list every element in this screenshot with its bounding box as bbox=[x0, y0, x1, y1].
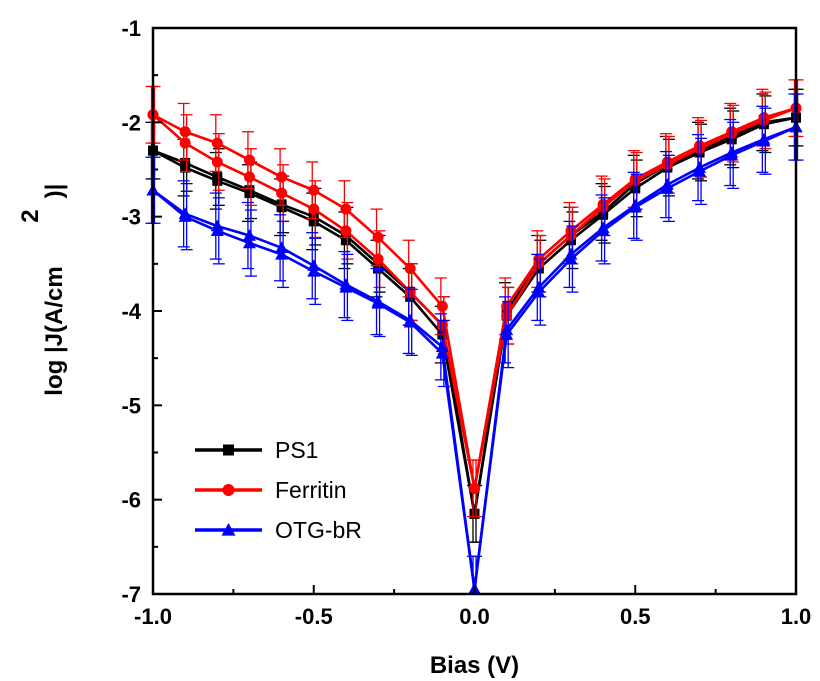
data-point-triangle bbox=[403, 315, 417, 328]
legend-label: Ferritin bbox=[275, 477, 347, 503]
x-axis-title: Bias (V) bbox=[430, 652, 519, 679]
data-point-triangle bbox=[628, 200, 642, 213]
x-tick-label: -0.5 bbox=[295, 604, 333, 629]
data-point-circle bbox=[501, 310, 513, 322]
y-tick-label: -4 bbox=[121, 299, 141, 324]
data-point-triangle bbox=[275, 247, 289, 260]
y-axis-title-superscript: 2 bbox=[17, 209, 44, 222]
legend-item: Ferritin bbox=[195, 477, 347, 503]
legend-label: OTG-bR bbox=[275, 517, 362, 543]
data-point-circle bbox=[308, 184, 320, 196]
y-tick-label: -5 bbox=[121, 393, 141, 418]
y-tick-label: -6 bbox=[121, 488, 141, 513]
data-point-triangle bbox=[242, 229, 256, 241]
data-point-square bbox=[630, 183, 641, 194]
data-point-triangle bbox=[275, 241, 289, 253]
y-tick-label: -2 bbox=[121, 110, 141, 135]
data-point-circle bbox=[469, 482, 480, 494]
data-point-circle bbox=[340, 203, 352, 215]
data-point-circle bbox=[533, 258, 545, 270]
data-point-circle bbox=[372, 253, 384, 265]
data-point-square bbox=[469, 508, 480, 519]
data-point-triangle bbox=[242, 236, 256, 249]
data-point-square bbox=[276, 199, 287, 210]
x-tick-label: 0.0 bbox=[459, 604, 490, 629]
data-point-triangle bbox=[596, 224, 610, 237]
data-point-circle bbox=[211, 156, 223, 168]
legend-label: PS1 bbox=[275, 437, 318, 463]
data-point-circle bbox=[758, 114, 770, 126]
data-point-square bbox=[212, 172, 223, 183]
data-point-circle bbox=[597, 201, 609, 213]
data-point-triangle bbox=[532, 285, 546, 298]
data-point-circle bbox=[211, 137, 223, 149]
data-point-triangle bbox=[725, 148, 739, 161]
data-point-circle bbox=[726, 128, 738, 140]
data-point-circle bbox=[565, 230, 577, 242]
y-tick-label: -3 bbox=[121, 205, 141, 230]
data-point-circle bbox=[179, 126, 191, 138]
data-point-circle bbox=[276, 171, 288, 183]
legend: PS1 Ferritin OTG-bR bbox=[195, 437, 362, 543]
series-layer bbox=[145, 79, 804, 595]
data-point-circle bbox=[404, 263, 416, 275]
data-point-triangle bbox=[371, 296, 385, 309]
legend-item: OTG-bR bbox=[195, 517, 362, 543]
axis-ticks: -1.0 -0.5 0.0 0.5 1.0 -7 -6 -5 -4 -3 -2 -1 bbox=[121, 16, 811, 629]
data-point-circle bbox=[501, 300, 513, 312]
data-point-circle bbox=[222, 484, 235, 496]
data-point-circle bbox=[436, 300, 448, 312]
data-point-triangle bbox=[210, 224, 224, 237]
x-tick-label: -1.0 bbox=[134, 604, 172, 629]
data-point-triangle bbox=[435, 346, 449, 359]
data-point-triangle bbox=[564, 252, 578, 265]
y-axis-title: log |J(A/cm bbox=[41, 266, 68, 395]
data-point-square bbox=[180, 157, 191, 168]
data-point-circle bbox=[629, 175, 641, 187]
y-tick-label: -7 bbox=[121, 582, 141, 607]
data-point-triangle bbox=[435, 340, 449, 353]
data-point-circle bbox=[243, 154, 255, 166]
data-point-triangle bbox=[757, 134, 771, 147]
data-point-circle bbox=[243, 171, 255, 183]
x-tick-label: 1.0 bbox=[781, 604, 812, 629]
data-point-circle bbox=[436, 319, 448, 331]
data-point-square bbox=[598, 209, 609, 220]
data-point-triangle bbox=[307, 264, 321, 277]
data-point-circle bbox=[276, 187, 288, 199]
data-point-square bbox=[223, 444, 234, 456]
data-point-square bbox=[244, 185, 255, 196]
y-tick-label: -1 bbox=[121, 16, 141, 41]
data-point-triangle bbox=[221, 523, 236, 536]
series-otg-br bbox=[145, 93, 804, 595]
data-point-circle bbox=[694, 143, 706, 155]
legend-item: PS1 bbox=[195, 437, 318, 463]
data-point-triangle bbox=[500, 328, 514, 340]
data-point-circle bbox=[179, 137, 191, 149]
data-point-square bbox=[308, 211, 319, 222]
data-point-triangle bbox=[178, 210, 192, 222]
y-axis-title-end: )| bbox=[41, 184, 68, 199]
data-point-circle bbox=[372, 231, 384, 243]
data-point-circle bbox=[661, 159, 673, 171]
data-point-triangle bbox=[693, 164, 707, 177]
data-point-circle bbox=[404, 286, 416, 298]
data-point-square bbox=[726, 134, 737, 145]
data-point-circle bbox=[308, 203, 320, 215]
data-point-triangle bbox=[339, 280, 353, 293]
data-point-circle bbox=[340, 225, 352, 237]
data-point-triangle bbox=[660, 181, 674, 194]
x-tick-label: 0.5 bbox=[620, 604, 651, 629]
